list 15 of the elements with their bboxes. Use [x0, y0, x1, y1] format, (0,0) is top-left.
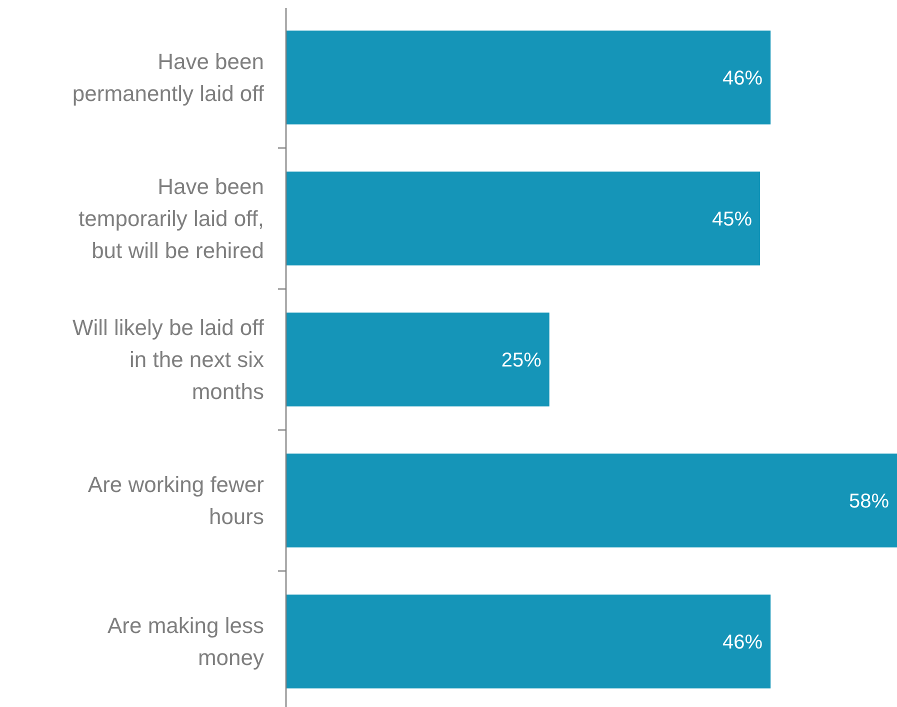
bar — [286, 172, 760, 266]
data-label: 45% — [712, 208, 752, 230]
data-label: 25% — [501, 350, 542, 372]
bar — [286, 312, 550, 406]
bar — [286, 30, 771, 124]
y-tick-label: Have been temporarily laid off, but will be rehired — [78, 174, 264, 264]
y-tick-label: Are working fewer hours — [88, 472, 264, 530]
y-tick-label: Are making less money — [107, 613, 264, 670]
data-label: 46% — [722, 68, 763, 90]
y-tick-label: Will likely be laid off in the next six months — [72, 315, 265, 404]
data-label: 46% — [722, 632, 763, 654]
y-tick-label: Have been permanently laid off — [72, 49, 265, 106]
bar — [286, 454, 897, 548]
bar — [286, 594, 771, 688]
data-label: 58% — [848, 490, 890, 512]
